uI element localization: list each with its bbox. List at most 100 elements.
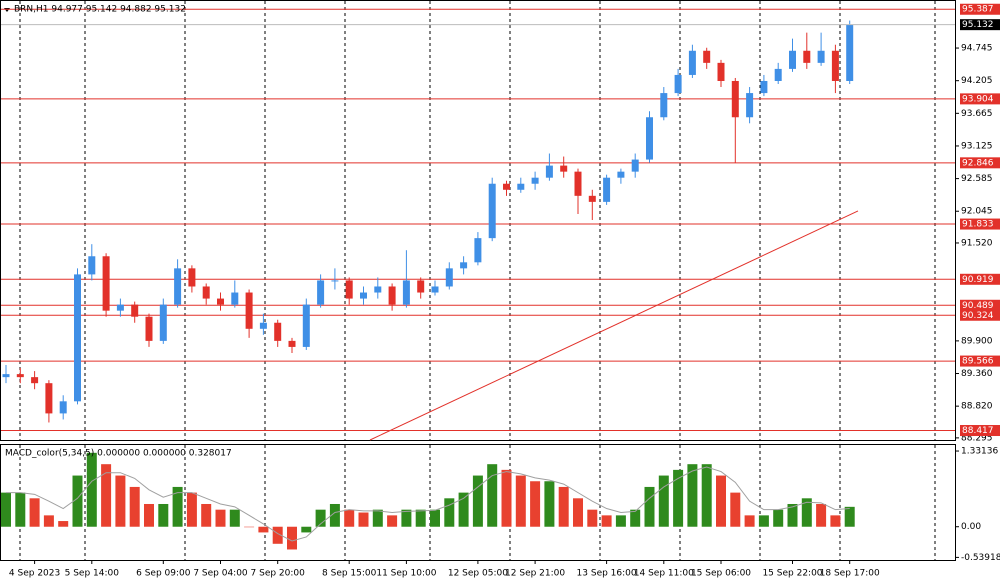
candle-body (731, 80, 739, 118)
candle-body (2, 374, 10, 378)
candle-body (388, 286, 396, 305)
candle-body (789, 50, 796, 69)
candle-body (188, 268, 196, 287)
level-label: 93.904 (962, 94, 994, 104)
candle-body (174, 268, 182, 305)
x-tick-label: 12 Sep 21:00 (505, 569, 565, 579)
macd-bar (387, 515, 398, 527)
macd-bar (601, 515, 612, 527)
candle-body (116, 304, 124, 311)
macd-bar (144, 503, 154, 527)
macd-bar (444, 498, 455, 527)
candle-body (488, 183, 496, 239)
candle-body (588, 195, 596, 202)
level-label-box (960, 93, 1000, 105)
candle-body (345, 280, 353, 299)
candle-body (402, 280, 410, 305)
trend-line (369, 210, 859, 441)
macd-bar (358, 512, 369, 527)
level-label: 92.846 (962, 158, 994, 168)
level-label-box (960, 299, 1000, 311)
level-label: 90.324 (962, 311, 994, 321)
signal-line (6, 466, 850, 542)
candle-body (545, 165, 553, 178)
macd-bar (844, 506, 855, 527)
macd-bar (430, 509, 440, 527)
candle-body (217, 298, 224, 305)
y-tick-label: 92.585 (961, 174, 993, 184)
level-label: 91.833 (962, 220, 994, 230)
candle-body (131, 304, 139, 317)
level-label-box (960, 425, 1000, 437)
macd-bar (244, 526, 255, 528)
candle-body (317, 280, 325, 305)
macd-bar (58, 521, 69, 527)
macd-bar (830, 515, 841, 527)
macd-bar (86, 452, 97, 527)
candle-body (45, 383, 53, 414)
candle-body (417, 280, 425, 293)
level-label-box (960, 218, 1000, 230)
macd-bar (43, 515, 54, 527)
level-label: 88.417 (962, 426, 994, 436)
y-tick-label: 91.520 (961, 238, 993, 248)
candle-body (560, 165, 568, 172)
macd-bar (701, 464, 712, 527)
candle-body (717, 62, 725, 81)
candle-body (431, 286, 439, 293)
candle-body (145, 316, 153, 341)
macd-bar (644, 486, 655, 527)
price-title: BRN,H1 94.977 95.142 94.882 95.132 (14, 5, 186, 15)
y-tick-label: 89.360 (961, 369, 993, 379)
macd-bar (673, 469, 684, 527)
candle-body (88, 256, 96, 275)
candle-body (274, 322, 282, 341)
current-price-box (960, 19, 1000, 31)
candle-body (617, 171, 625, 178)
macd-bar (573, 498, 583, 527)
x-tick-label: 12 Sep 05:00 (448, 569, 508, 579)
candle-body (159, 304, 167, 341)
macd-bar (558, 486, 569, 527)
x-tick-label: 14 Sep 11:00 (634, 569, 694, 579)
level-label: 90.919 (962, 275, 994, 285)
x-tick-label: 13 Sep 16:00 (577, 569, 637, 579)
candle-body (445, 268, 453, 287)
candle-body (59, 401, 67, 414)
candle-body (31, 377, 39, 384)
x-tick-label: 18 Sep 17:00 (820, 569, 880, 579)
level-label: 89.566 (962, 357, 994, 367)
macd-bar (544, 481, 555, 527)
x-tick-label: 7 Sep 20:00 (251, 569, 306, 579)
macd-bar (415, 509, 426, 527)
candle-body (202, 286, 210, 299)
macd-bar (515, 475, 526, 527)
price-panel-frame (0, 0, 956, 441)
candle-body (603, 177, 611, 202)
macd-bar (315, 509, 326, 527)
candle-body (746, 93, 754, 118)
candle-body (302, 304, 310, 347)
y-tick-label: -0.53918 (961, 553, 1000, 563)
macd-bar (129, 486, 140, 527)
y-tick-label: 89.900 (961, 336, 993, 346)
candle-body (531, 177, 539, 184)
candle-body (231, 292, 239, 305)
macd-bar (329, 503, 340, 527)
candle-body (517, 183, 525, 190)
candle-body (331, 280, 339, 282)
candle-body (360, 292, 367, 299)
candle-body (774, 68, 782, 81)
candle-body (846, 24, 854, 81)
macd-bar (101, 464, 112, 527)
candle-body (503, 183, 510, 190)
candle-body (703, 50, 711, 63)
macd-bar (458, 492, 469, 527)
candle-body (474, 238, 482, 263)
candle-body (102, 256, 110, 311)
macd-bar (687, 464, 698, 527)
level-label: 90.489 (962, 301, 994, 311)
macd-bar (773, 509, 784, 527)
